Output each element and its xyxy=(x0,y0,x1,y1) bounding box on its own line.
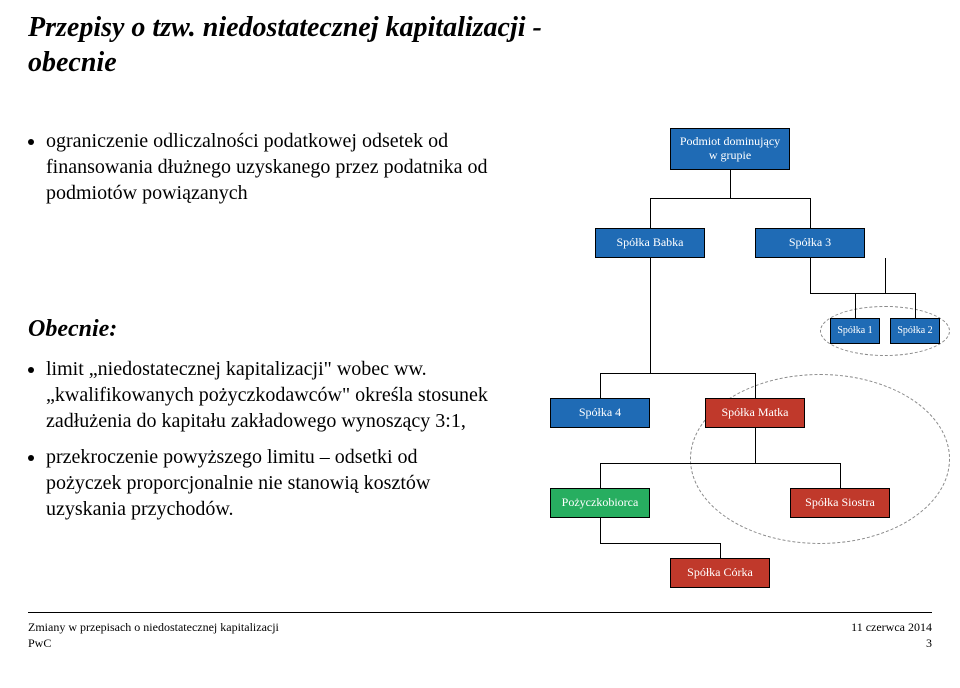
node-label: Spółka 2 xyxy=(897,325,932,337)
edge xyxy=(730,170,731,198)
edge xyxy=(755,428,756,463)
node-label: Pożyczkobiorca xyxy=(562,496,639,510)
node-label: Spółka 3 xyxy=(789,236,831,250)
footer-left-line1: Zmiany w przepisach o niedostatecznej ka… xyxy=(28,620,279,636)
node-label: Spółka Córka xyxy=(687,566,753,580)
node-pozyczkobiorca: Pożyczkobiorca xyxy=(550,488,650,518)
edge xyxy=(855,293,856,318)
footer-right-line1: 11 czerwca 2014 xyxy=(851,620,932,636)
edge xyxy=(720,543,721,558)
node-matka: Spółka Matka xyxy=(705,398,805,428)
node-label: Spółka 4 xyxy=(579,406,621,420)
node-root: Podmiot dominujący w grupie xyxy=(670,128,790,170)
section-heading: Obecnie: xyxy=(28,316,117,343)
edge xyxy=(650,198,651,228)
edge xyxy=(810,198,811,228)
node-label: Spółka Siostra xyxy=(805,496,875,510)
edge xyxy=(810,258,811,293)
edge xyxy=(600,543,720,544)
edge xyxy=(600,518,601,543)
section-bullets: limit „niedostatecznej kapitalizacji" wo… xyxy=(28,356,498,532)
node-sp1: Spółka 1 xyxy=(830,318,880,344)
node-siostra: Spółka Siostra xyxy=(790,488,890,518)
footer-right: 11 czerwca 2014 3 xyxy=(851,620,932,651)
intro-bullets: ograniczenie odliczalności podatkowej od… xyxy=(28,128,498,212)
section-bullet-2: przekroczenie powyższego limitu – odsetk… xyxy=(46,444,498,522)
edge xyxy=(650,258,651,373)
page-title: Przepisy o tzw. niedostatecznej kapitali… xyxy=(28,10,568,80)
edge xyxy=(755,373,756,398)
node-label: Spółka Matka xyxy=(722,406,789,420)
edge xyxy=(600,463,840,464)
section-bullet-1: limit „niedostatecznej kapitalizacji" wo… xyxy=(46,356,498,434)
footer-left-line2: PwC xyxy=(28,636,279,652)
edge xyxy=(810,293,885,294)
edge xyxy=(650,198,810,199)
footer-left: Zmiany w przepisach o niedostatecznej ka… xyxy=(28,620,279,651)
node-babka: Spółka Babka xyxy=(595,228,705,258)
edge xyxy=(915,293,916,318)
node-sp4: Spółka 4 xyxy=(550,398,650,428)
edge xyxy=(840,463,841,488)
node-sp3: Spółka 3 xyxy=(755,228,865,258)
node-corka: Spółka Córka xyxy=(670,558,770,588)
edge xyxy=(600,373,601,398)
node-sp2: Spółka 2 xyxy=(890,318,940,344)
node-label: Spółka Babka xyxy=(617,236,684,250)
org-tree-diagram: Podmiot dominujący w grupie Spółka Babka… xyxy=(530,128,940,598)
edge xyxy=(885,258,886,293)
slide: Przepisy o tzw. niedostatecznej kapitali… xyxy=(0,0,960,688)
footer-right-line2: 3 xyxy=(851,636,932,652)
bullet-1: ograniczenie odliczalności podatkowej od… xyxy=(46,128,498,206)
edge xyxy=(600,463,601,488)
node-label: Spółka 1 xyxy=(837,325,872,337)
edge xyxy=(600,373,755,374)
footer-divider xyxy=(28,612,932,613)
node-label: Podmiot dominujący w grupie xyxy=(675,135,785,163)
